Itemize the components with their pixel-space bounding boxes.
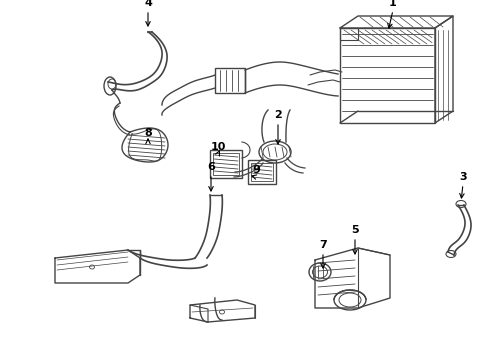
Bar [215, 68, 244, 93]
Bar [209, 150, 242, 178]
Text: 2: 2 [274, 110, 281, 120]
Bar [250, 163, 272, 181]
Text: 8: 8 [144, 128, 152, 138]
Text: 5: 5 [350, 225, 358, 235]
Text: 6: 6 [206, 162, 215, 172]
Text: 9: 9 [251, 165, 260, 175]
Bar [213, 153, 239, 175]
Text: 1: 1 [388, 0, 396, 8]
Text: 10: 10 [210, 142, 225, 152]
Text: 4: 4 [144, 0, 152, 8]
Text: 3: 3 [458, 172, 466, 182]
Bar [339, 28, 434, 123]
Bar [247, 160, 275, 184]
Bar [339, 28, 357, 40]
Text: 7: 7 [319, 240, 326, 250]
